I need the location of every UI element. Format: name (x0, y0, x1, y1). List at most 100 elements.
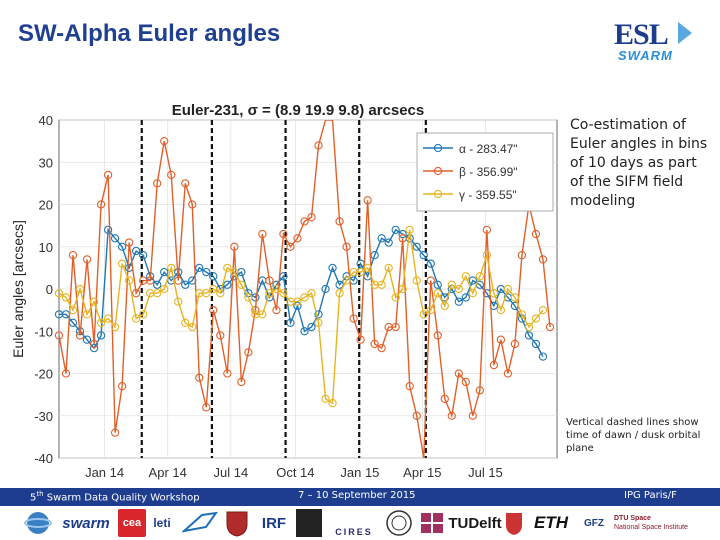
seal-logo (384, 509, 414, 537)
series-1-point (468, 411, 477, 420)
series-1-point (300, 217, 309, 226)
series-2-point (538, 305, 548, 315)
series-1-point (482, 225, 492, 234)
series-1-point (454, 369, 463, 378)
series-1-point (447, 411, 456, 420)
dtu-space-logo: DTU Space National Space Institute (614, 509, 714, 537)
dtu-institute-label: National Space Institute (614, 524, 688, 531)
badge-logo (296, 509, 322, 537)
series-2-point (426, 305, 435, 315)
series-0-point (321, 284, 330, 294)
series-2-point (82, 310, 92, 319)
series-0-point (524, 331, 534, 340)
series-1-point (496, 335, 506, 344)
series-2-point (54, 289, 64, 298)
series-1-point (363, 196, 372, 205)
series-0-point (160, 267, 169, 277)
series-2-point (153, 289, 162, 298)
series-line-1 (59, 120, 551, 458)
series-1-point (461, 377, 470, 387)
series-1-point (216, 331, 225, 340)
series-2-point (461, 272, 470, 281)
series-1-point (489, 360, 499, 370)
series-2-point (167, 263, 176, 273)
series-2-point (160, 284, 169, 294)
series-0-point (412, 242, 421, 251)
logo-swarm-text: SWARM (618, 48, 673, 63)
irf-logo: IRF (261, 514, 287, 532)
series-1-point (174, 276, 183, 285)
series-2-point (272, 284, 281, 294)
series-1-point (349, 314, 358, 323)
x-tick-label: Jan 15 (340, 465, 379, 480)
series-2-point (482, 251, 492, 260)
series-2-point (454, 284, 463, 294)
x-tick-label: Oct 14 (276, 465, 314, 480)
tudelft-logo: TUDelft (448, 514, 502, 532)
series-0-point (223, 280, 232, 289)
series-1-point (103, 170, 113, 180)
series-0-point (202, 267, 211, 277)
series-2-point (103, 314, 113, 323)
series-1-point (89, 339, 99, 349)
series-2-point (475, 272, 484, 281)
series-2-point (405, 225, 414, 234)
logo-esl-text: ESL (614, 18, 669, 51)
swarm-logo: swarm (62, 514, 110, 532)
series-0-point (419, 251, 428, 260)
series-2-point (265, 289, 274, 298)
series-0-point (195, 263, 204, 273)
series-1-point (517, 251, 527, 260)
series-2-point (139, 310, 148, 319)
series-2-point (510, 293, 520, 302)
x-tick-label: Apr 15 (403, 465, 441, 480)
series-1-point (124, 238, 134, 247)
series-2-point (75, 284, 85, 294)
euler-angles-chart: 40 30 20 10 0 -10 -20 -30 -40 Jan 14 Apr 14 Jul 14 O… (5, 98, 563, 480)
series-2-point (279, 289, 288, 298)
series-1-point (96, 200, 106, 209)
legend-box (416, 132, 554, 212)
series-1-point (160, 136, 169, 146)
series-2-point (132, 314, 141, 323)
series-1-point (503, 369, 513, 378)
series-0-point (181, 280, 190, 289)
series-0-point (391, 225, 400, 234)
university-crest-logo (224, 509, 250, 537)
series-1-point (230, 242, 239, 251)
y-tick-label: 20 (39, 198, 53, 213)
series-1-point (531, 229, 541, 239)
legend-label: γ - 359.55" (459, 188, 517, 202)
series-1-point (244, 348, 253, 357)
series-2-point (433, 289, 442, 298)
y-tick-label: -40 (34, 451, 53, 466)
series-2-point (110, 322, 120, 332)
legend-swatch-marker (433, 189, 443, 199)
series-2-point (181, 318, 190, 327)
series-2-point (328, 398, 337, 408)
y-tick-label: 10 (39, 240, 53, 255)
globe-icon (24, 509, 52, 537)
series-1-point (293, 234, 302, 243)
series-2-point (307, 289, 316, 298)
dtu-space-label: DTU Space (614, 515, 651, 522)
series-2-point (468, 289, 477, 298)
series-2-point (61, 293, 71, 302)
series-1-point (209, 305, 218, 315)
series-2-point (188, 322, 197, 332)
series-1-point (377, 343, 386, 353)
series-1-point (153, 179, 162, 188)
series-2-point (496, 305, 506, 315)
y-tick-label: -10 (34, 324, 53, 339)
series-1-point (237, 377, 246, 387)
series-2-point (209, 284, 218, 294)
series-0-point (132, 246, 141, 256)
series-2-point (300, 293, 309, 302)
series-1-point (545, 322, 555, 332)
note-co-estimation: Co-estimation of Euler angles in bins of… (570, 117, 708, 209)
series-2-point (68, 305, 78, 315)
series-0-point (335, 280, 344, 289)
series-0-point (384, 238, 393, 247)
series-0-point (531, 339, 541, 349)
series-1-point (181, 179, 190, 188)
